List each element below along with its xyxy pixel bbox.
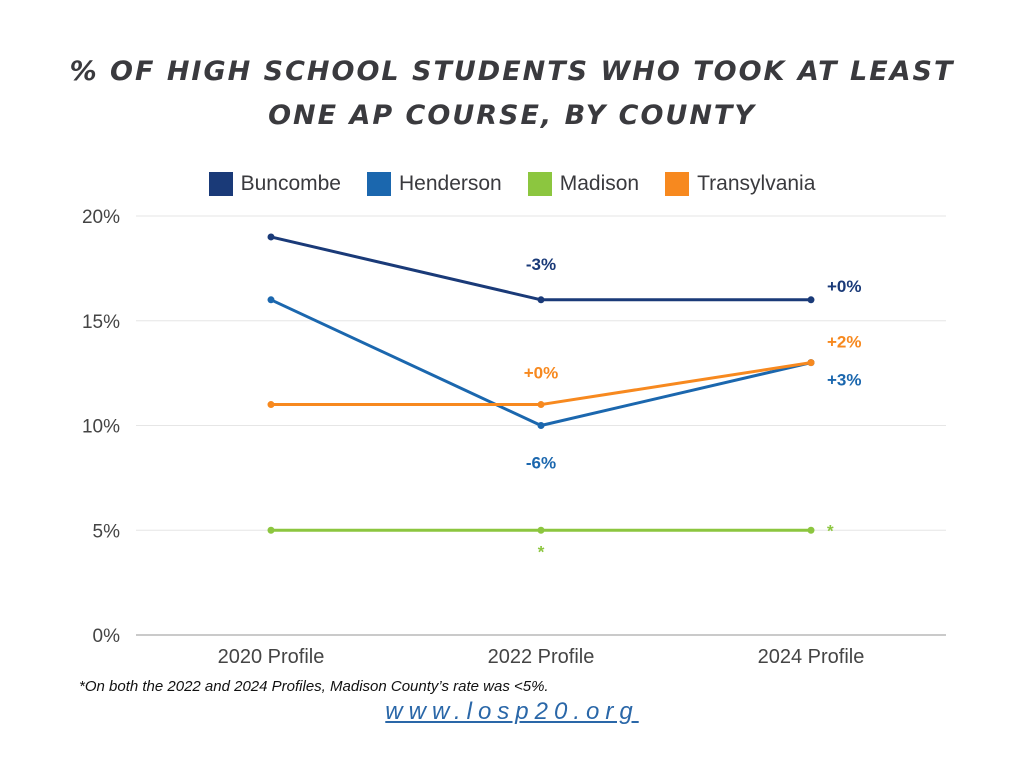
annotation-henderson-1: -6%: [526, 454, 556, 473]
legend-label-buncombe: Buncombe: [240, 172, 341, 195]
y-tick-label-15: 15%: [82, 312, 120, 333]
x-tick-label-2020-profile: 2020 Profile: [218, 646, 325, 668]
legend-swatch-henderson: [367, 172, 391, 196]
point-madison-2: [807, 526, 815, 534]
annotation-buncombe-2: +0%: [827, 277, 862, 296]
legend-item-madison: Madison: [527, 172, 640, 196]
annotation-madison-1: *: [538, 542, 545, 561]
annotation-transylvania-2: +2%: [827, 333, 862, 352]
point-buncombe-0: [267, 233, 275, 241]
annotation-transylvania-1: +0%: [524, 364, 559, 383]
footnote: *On both the 2022 and 2024 Profiles, Mad…: [79, 678, 549, 695]
point-henderson-0: [267, 296, 275, 304]
annotation-buncombe-1: -3%: [526, 255, 556, 274]
legend-swatch-transylvania: [665, 172, 690, 196]
y-tick-label-5: 5%: [93, 521, 121, 542]
point-transylvania-2: [807, 359, 815, 367]
legend-label-henderson: Henderson: [399, 172, 502, 195]
site-link-container: www.losp20.org: [0, 698, 1024, 726]
legend-swatch-buncombe: [208, 172, 233, 196]
chart-title: % OF HIGH SCHOOL STUDENTS WHO TOOK AT LE…: [0, 50, 1024, 138]
annotation-madison-2: *: [827, 521, 834, 540]
x-tick-label-2022-profile: 2022 Profile: [488, 646, 595, 668]
point-madison-1: [537, 526, 545, 534]
point-buncombe-1: [537, 296, 545, 304]
legend-label-transylvania: Transylvania: [697, 172, 816, 195]
y-tick-label-0: 0%: [93, 626, 121, 647]
point-transylvania-0: [267, 401, 275, 409]
legend-label-madison: Madison: [559, 172, 640, 195]
legend-item-transylvania: Transylvania: [665, 172, 815, 196]
y-tick-label-10: 10%: [82, 417, 120, 438]
legend-item-henderson: Henderson: [367, 172, 502, 196]
chart-legend: Buncombe Henderson Madison Transylvania: [0, 172, 1024, 196]
website-link[interactable]: www.losp20.org: [385, 698, 639, 725]
point-buncombe-2: [807, 296, 815, 304]
chart-title-line-1: % OF HIGH SCHOOL STUDENTS WHO TOOK AT LE…: [69, 56, 955, 87]
point-transylvania-1: [537, 401, 545, 409]
legend-swatch-madison: [527, 172, 552, 196]
point-henderson-1: [537, 422, 545, 429]
annotation-henderson-2: +3%: [827, 371, 862, 390]
y-tick-label-20: 20%: [82, 207, 120, 228]
x-tick-label-2024-profile: 2024 Profile: [758, 646, 865, 668]
chart-title-line-2: ONE AP COURSE, BY COUNTY: [268, 100, 756, 131]
legend-item-buncombe: Buncombe: [208, 172, 341, 196]
point-madison-0: [267, 526, 275, 534]
